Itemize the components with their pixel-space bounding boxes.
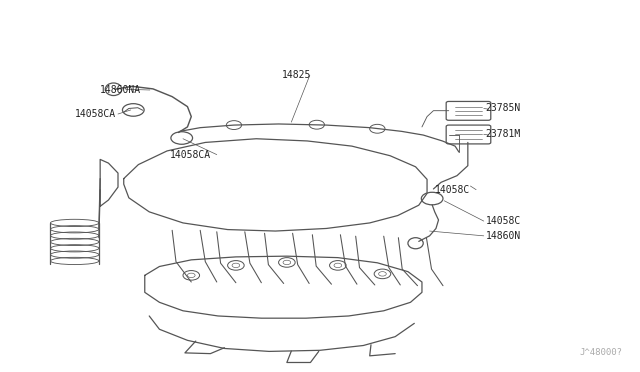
Text: J^48000?: J^48000? (580, 347, 623, 357)
Text: 14058C: 14058C (435, 185, 470, 195)
Text: 23785N: 23785N (486, 103, 521, 113)
Text: 14825: 14825 (282, 70, 311, 80)
Text: 14058CA: 14058CA (75, 109, 116, 119)
Text: 23781M: 23781M (486, 129, 521, 139)
Text: 14860N: 14860N (486, 231, 521, 241)
Text: 14058CA: 14058CA (170, 150, 211, 160)
Text: 14860NA: 14860NA (100, 85, 141, 95)
Text: 14058C: 14058C (486, 216, 521, 226)
